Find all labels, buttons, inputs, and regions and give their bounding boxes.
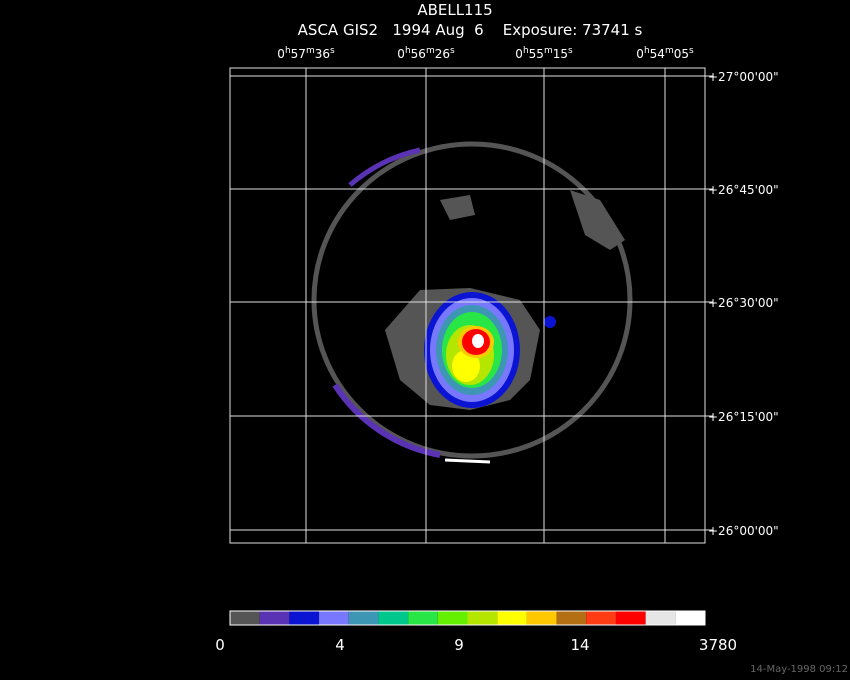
ra-label-part: s — [689, 46, 694, 56]
colorbar-cell — [378, 611, 409, 625]
ra-label-part: 36 — [315, 47, 330, 61]
frame — [229, 67, 706, 544]
ra-label-part: s — [568, 46, 573, 56]
colorbar-frame — [229, 610, 706, 626]
ring — [311, 141, 633, 459]
dec-label: +26°00'00" — [708, 524, 779, 538]
ra-label-part: 0 — [636, 47, 644, 61]
ra-label-part: 0 — [277, 47, 285, 61]
dec-label: +26°30'00" — [708, 296, 779, 310]
colorbar-cell — [230, 611, 260, 625]
peak — [472, 334, 484, 348]
dec-label: +26°45'00" — [708, 183, 779, 197]
ra-label-part: m — [426, 46, 435, 56]
colorbar-label: 9 — [454, 636, 464, 654]
ra-label-part: 26 — [435, 47, 450, 61]
ra-label-part: s — [450, 46, 455, 56]
blob — [452, 350, 480, 382]
dec-label: +26°15'00" — [708, 410, 779, 424]
ra-label-part: 05 — [674, 47, 689, 61]
ra-label-part: 0 — [515, 47, 523, 61]
colorbar-cell — [289, 611, 320, 625]
title: ABELL115 — [417, 1, 492, 19]
ra-label-part: 54 — [650, 47, 665, 61]
ring-edge — [444, 458, 491, 464]
ra-label-part: h — [523, 46, 529, 56]
ra-label-part: h — [405, 46, 411, 56]
colorbar-cell — [586, 611, 616, 625]
timestamp: 14-May-1998 09:12 — [750, 664, 848, 675]
ra-label: 0h56m26s — [397, 46, 455, 61]
colorbar-cell — [615, 611, 646, 625]
colorbar-cell — [467, 611, 498, 625]
ra-label-part: 15 — [553, 47, 568, 61]
ra-label-part: m — [306, 46, 315, 56]
colorbar-cell — [675, 611, 705, 625]
ring-edge — [332, 383, 441, 458]
diffuse — [570, 190, 625, 250]
ra-label-part: 55 — [529, 47, 544, 61]
ra-label-part: m — [665, 46, 674, 56]
colorbar-cell — [348, 611, 379, 625]
ra-label-part: 0 — [397, 47, 405, 61]
ra-label: 0h57m36s — [277, 46, 335, 61]
colorbar-cell — [526, 611, 557, 625]
ra-label: 0h55m15s — [515, 46, 573, 61]
ra-label-part: h — [644, 46, 650, 56]
colorbar-label: 3780 — [699, 636, 737, 654]
subtitle: ASCA GIS2 1994 Aug 6 Exposure: 73741 s — [298, 21, 643, 39]
ra-label-part: h — [285, 46, 291, 56]
colorbar-cell — [319, 611, 349, 625]
colorbar-label: 0 — [215, 636, 225, 654]
ra-label-part: 56 — [411, 47, 426, 61]
colorbar-label: 4 — [335, 636, 345, 654]
colorbar-cell — [645, 611, 676, 625]
ra-label: 0h54m05s — [636, 46, 694, 61]
colorbar-cell — [408, 611, 438, 625]
grid — [229, 67, 713, 544]
source — [544, 316, 556, 328]
ring-edge — [348, 147, 421, 187]
diffuse — [440, 195, 475, 220]
image — [311, 141, 633, 464]
colorbar-label: 14 — [570, 636, 589, 654]
ra-label-part: 57 — [291, 47, 306, 61]
dec-label: +27°00'00" — [708, 70, 779, 84]
ra-label-part: m — [544, 46, 553, 56]
colorbar-cell — [259, 611, 290, 625]
colorbar-cell — [556, 611, 587, 625]
colorbar-cell — [497, 611, 527, 625]
colorbar-cell — [437, 611, 468, 625]
ra-label-part: s — [330, 46, 335, 56]
